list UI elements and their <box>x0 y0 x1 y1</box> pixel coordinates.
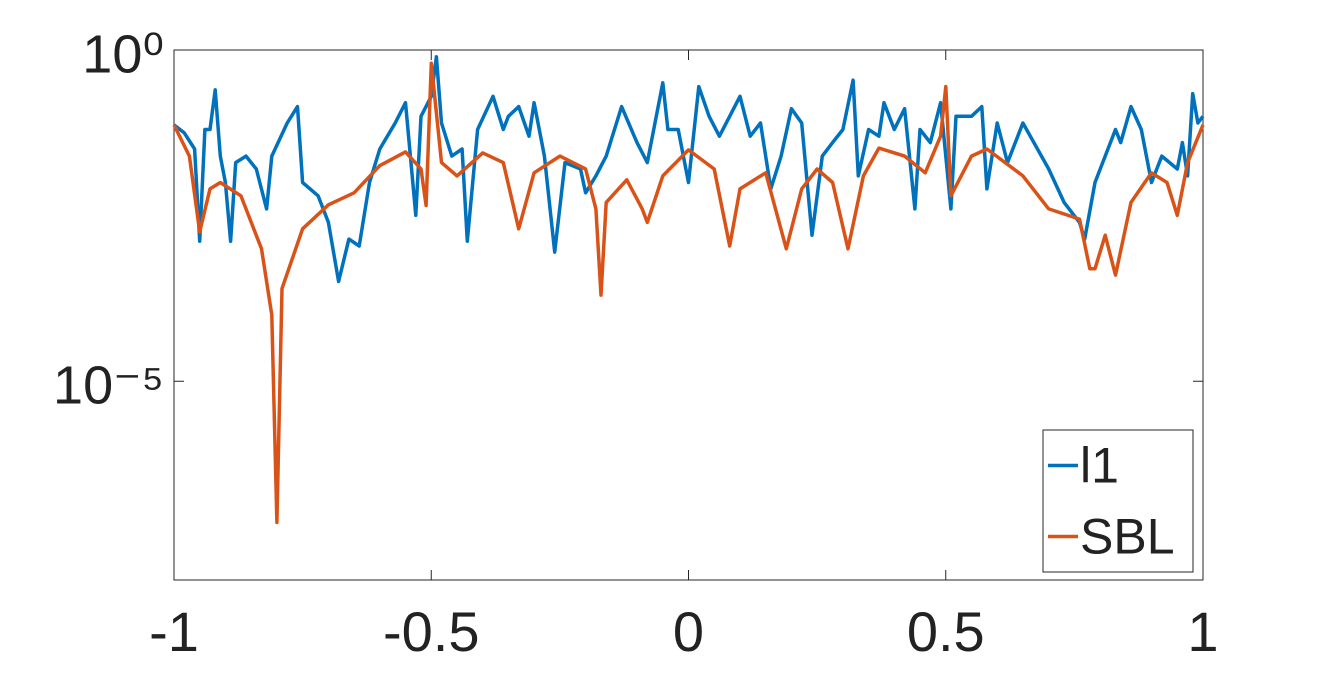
legend-label: l1 <box>1080 438 1119 494</box>
x-tick-label: 1 <box>1187 600 1218 663</box>
y-tick-label: 10⁰ <box>82 24 164 84</box>
x-tick-label: -1 <box>149 600 199 663</box>
line <box>172 61 1205 525</box>
legend-box <box>1042 429 1194 573</box>
line <box>172 55 1205 284</box>
x-tick-label: 0 <box>673 600 704 663</box>
legend-label: SBL <box>1080 509 1175 565</box>
y-tick-label: 10⁻⁵ <box>53 356 164 416</box>
x-tick-label: 0.5 <box>907 600 985 663</box>
x-tick-label: -0.5 <box>383 600 480 663</box>
